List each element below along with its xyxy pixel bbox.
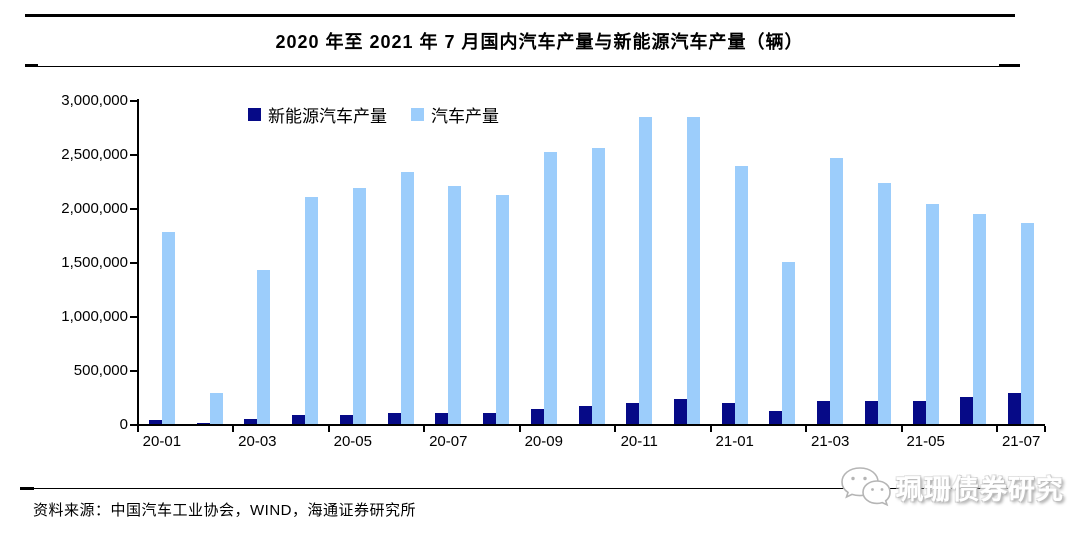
bar-auto-21-06 — [973, 214, 987, 424]
watermark-text: 珮珊债券研究 — [896, 474, 1064, 505]
bar-nev-20-03 — [244, 419, 258, 424]
legend-item-nev: 新能源汽车产量 — [248, 102, 387, 127]
x-axis-tick — [805, 426, 808, 432]
bar-auto-20-05 — [352, 188, 366, 424]
y-axis-tick — [130, 262, 138, 264]
legend-swatch-nev — [248, 108, 261, 121]
x-axis-label: 20-01 — [142, 433, 182, 450]
y-axis-label: 2,500,000 — [61, 146, 128, 163]
bar-nev-20-06 — [387, 413, 401, 424]
y-axis-tick — [130, 316, 138, 318]
y-axis-tick — [130, 154, 138, 156]
legend-label-nev: 新能源汽车产量 — [268, 107, 387, 126]
bar-auto-20-03 — [257, 270, 271, 424]
bar-auto-21-05 — [925, 204, 939, 424]
x-axis-tick — [232, 426, 235, 432]
x-axis-label: 20-07 — [429, 433, 468, 450]
x-axis-label: 20-05 — [333, 433, 372, 450]
bar-nev-20-07 — [435, 413, 449, 424]
legend-swatch-auto — [411, 108, 424, 121]
bar-auto-20-01 — [161, 232, 175, 424]
bar-auto-21-01 — [734, 166, 748, 424]
bar-nev-21-01 — [721, 403, 735, 424]
bar-nev-20-04 — [292, 415, 306, 424]
footer-divider-dash — [20, 487, 34, 490]
y-axis-tick — [130, 370, 138, 372]
x-axis-label: 21-07 — [1001, 433, 1041, 450]
x-axis-tick — [1044, 426, 1046, 432]
y-axis-tick — [130, 208, 138, 210]
bar-nev-21-04 — [864, 401, 878, 424]
x-axis-line — [130, 424, 1045, 426]
title-divider-top — [25, 14, 1015, 17]
bar-nev-21-05 — [912, 401, 926, 424]
bar-auto-21-02 — [782, 262, 796, 424]
bar-nev-20-12 — [673, 399, 687, 424]
y-axis-label: 1,500,000 — [61, 254, 128, 271]
source-note: 资料来源：中国汽车工业协会，WIND，海通证券研究所 — [33, 502, 416, 519]
legend-label-auto: 汽车产量 — [431, 107, 499, 126]
title-divider-dash-left — [25, 64, 38, 67]
y-axis-label: 3,000,000 — [61, 92, 128, 109]
bar-auto-21-07 — [1021, 223, 1035, 424]
x-axis-tick — [614, 426, 617, 432]
bar-auto-20-02 — [209, 393, 223, 424]
footer-divider — [34, 488, 1020, 489]
bar-auto-20-12 — [686, 117, 700, 424]
chart-legend: 新能源汽车产量 汽车产量 — [248, 102, 499, 127]
bar-nev-20-01 — [148, 420, 162, 424]
title-divider-bottom — [25, 66, 1020, 67]
x-axis-label: 21-01 — [715, 433, 754, 450]
title-divider-dash-right — [999, 64, 1020, 67]
bar-auto-20-06 — [400, 172, 414, 424]
bar-nev-20-10 — [578, 406, 592, 424]
bar-auto-21-04 — [877, 183, 891, 424]
bar-auto-20-08 — [496, 195, 510, 424]
bar-auto-20-09 — [543, 152, 557, 424]
bar-auto-20-04 — [305, 197, 319, 424]
bar-nev-20-02 — [196, 423, 210, 424]
x-axis-tick — [709, 426, 712, 432]
bar-nev-21-06 — [960, 397, 974, 424]
bar-auto-20-07 — [448, 186, 462, 424]
x-axis-tick — [518, 426, 521, 432]
wechat-icon — [841, 467, 891, 507]
bar-auto-20-10 — [591, 148, 605, 424]
y-axis-label: 0 — [119, 416, 128, 433]
bar-auto-20-11 — [639, 117, 653, 424]
x-axis-label: 20-03 — [238, 433, 277, 450]
watermark: 珮珊债券研究 — [838, 463, 1064, 511]
x-axis-tick — [327, 426, 330, 432]
bar-nev-20-11 — [626, 403, 640, 424]
x-axis-label: 21-05 — [906, 433, 945, 450]
y-axis-tick — [130, 100, 138, 102]
y-axis-label: 1,000,000 — [61, 308, 128, 325]
bar-nev-21-07 — [1008, 393, 1022, 424]
x-axis-tick — [996, 426, 999, 432]
bar-nev-20-05 — [339, 415, 353, 424]
x-axis-label: 20-09 — [524, 433, 563, 450]
bar-nev-20-09 — [530, 409, 544, 424]
bar-nev-20-08 — [483, 413, 497, 424]
y-axis-line — [137, 99, 139, 426]
x-axis-tick — [137, 426, 139, 432]
y-axis-label: 500,000 — [73, 362, 128, 379]
x-axis-tick — [900, 426, 903, 432]
legend-item-auto: 汽车产量 — [411, 102, 499, 127]
x-axis-label: 20-11 — [620, 433, 658, 450]
x-axis-tick — [423, 426, 426, 432]
page-title: 2020 年至 2021 年 7 月国内汽车产量与新能源汽车产量（辆） — [275, 32, 804, 52]
x-axis-label: 21-03 — [810, 433, 850, 450]
bar-nev-21-02 — [769, 411, 783, 424]
bar-nev-21-03 — [817, 401, 831, 424]
bar-auto-21-03 — [830, 158, 844, 424]
y-axis-label: 2,000,000 — [61, 200, 128, 217]
